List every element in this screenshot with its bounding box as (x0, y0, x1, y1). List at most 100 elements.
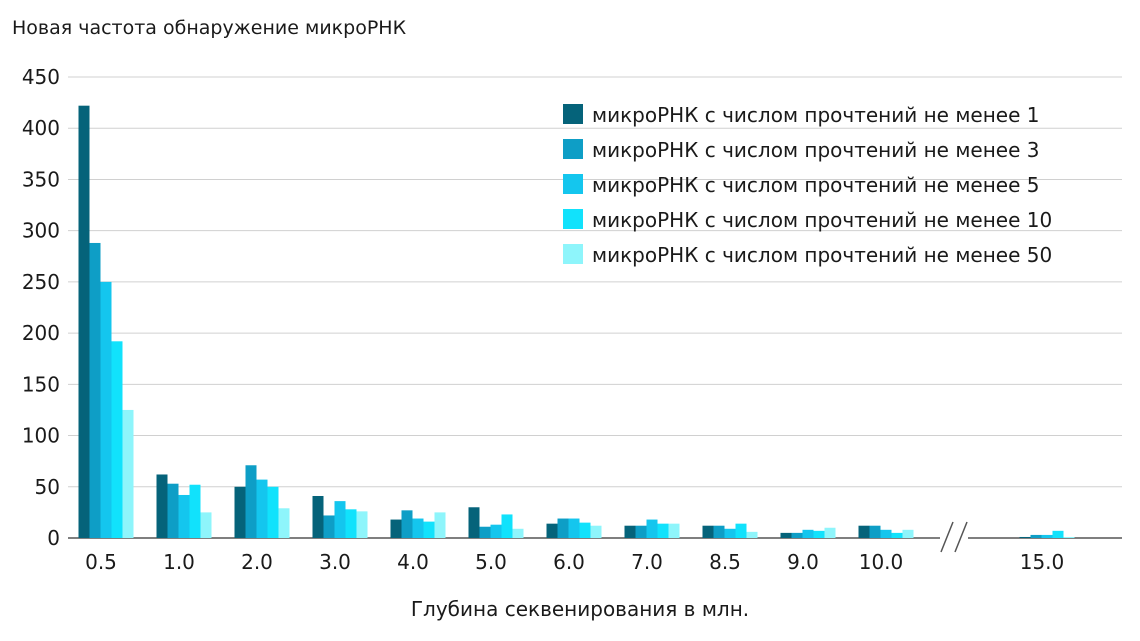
bar-1.0-series-5 (200, 512, 212, 538)
y-tick-label: 200 (22, 321, 60, 345)
bar-3.0-series-5 (356, 511, 368, 538)
bar-15.0-series-1 (1019, 536, 1031, 538)
x-tick-label: 10.0 (859, 550, 904, 574)
bar-10.0-series-1 (858, 525, 870, 538)
y-tick-label: 400 (22, 116, 60, 140)
axis-break-marker (940, 520, 968, 553)
y-tick-label: 450 (22, 65, 60, 89)
x-tick-label: 7.0 (631, 550, 663, 574)
bar-9.0-series-5 (824, 527, 836, 538)
chart-title: Новая частота обнаружение микроРНК (12, 17, 407, 39)
y-tick-label: 150 (22, 372, 60, 396)
y-tick-label: 350 (22, 167, 60, 191)
legend-entry: микроРНК с числом прочтений не менее 50 (592, 243, 1052, 267)
bar-3.0-series-3 (334, 501, 346, 538)
bar-6.0-series-4 (579, 522, 591, 538)
bar-15.0-series-5 (1063, 536, 1075, 538)
bar-4.0-series-3 (412, 518, 424, 538)
legend-entry: микроРНК с числом прочтений не менее 10 (592, 208, 1052, 232)
bar-4.0-series-1 (390, 519, 402, 538)
bar-5.0-series-4 (501, 514, 513, 538)
x-tick-label: 1.0 (163, 550, 195, 574)
bar-8.5-series-4 (735, 523, 747, 538)
bar-2.0-series-4 (267, 486, 279, 538)
bar-15.0-series-4 (1052, 530, 1064, 538)
bar-0.5-series-4 (111, 341, 123, 538)
x-axis-title: Глубина секвенирования в млн. (411, 597, 749, 621)
bar-2.0-series-1 (234, 486, 246, 538)
bar-3.0-series-1 (312, 495, 324, 538)
bar-8.5-series-1 (702, 525, 714, 538)
bar-10.0-series-5 (902, 529, 914, 538)
bar-2.0-series-5 (278, 508, 290, 538)
y-tick-label: 0 (47, 526, 60, 550)
bar-5.0-series-2 (479, 526, 491, 538)
bar-5.0-series-5 (512, 528, 524, 538)
bar-2.0-series-2 (245, 465, 257, 538)
bar-4.0-series-2 (401, 510, 413, 538)
legend-swatch (563, 209, 583, 229)
bar-0.5-series-5 (122, 409, 134, 538)
legend-swatch (563, 174, 583, 194)
axis-break-gap (940, 520, 968, 550)
x-tick-label: 4.0 (397, 550, 429, 574)
bar-1.0-series-2 (167, 483, 179, 538)
bar-5.0-series-1 (468, 507, 480, 538)
legend-entry: микроРНК с числом прочтений не менее 5 (592, 173, 1040, 197)
bar-15.0-series-3 (1041, 534, 1053, 538)
legend-swatch (563, 244, 583, 264)
y-tick-label: 300 (22, 219, 60, 243)
legend-entry: микроРНК с числом прочтений не менее 3 (592, 138, 1040, 162)
x-tick-label: 9.0 (787, 550, 819, 574)
bar-7.0-series-5 (668, 523, 680, 538)
bar-8.5-series-3 (724, 528, 736, 538)
legend-swatch (563, 104, 583, 124)
bar-6.0-series-5 (590, 525, 602, 538)
bar-9.0-series-1 (780, 532, 792, 538)
x-tick-label: 0.5 (85, 550, 117, 574)
bar-7.0-series-2 (635, 525, 647, 538)
bar-6.0-series-3 (568, 518, 580, 538)
bar-7.0-series-1 (624, 525, 636, 538)
bar-6.0-series-2 (557, 518, 569, 538)
bar-9.0-series-4 (813, 530, 825, 538)
bar-7.0-series-4 (657, 523, 669, 538)
bar-7.0-series-3 (646, 519, 658, 538)
axis-break-slash (940, 521, 954, 553)
axis-break-slash (954, 521, 968, 553)
bar-0.5-series-2 (89, 242, 101, 538)
bar-5.0-series-3 (490, 524, 502, 538)
bar-3.0-series-2 (323, 515, 335, 538)
bars (78, 105, 1075, 538)
bar-9.0-series-3 (802, 529, 814, 538)
y-tick-label: 250 (22, 270, 60, 294)
bar-6.0-series-1 (546, 523, 558, 538)
bar-3.0-series-4 (345, 509, 357, 538)
bar-1.0-series-4 (189, 484, 201, 538)
legend: микроРНК с числом прочтений не менее 1 ми… (563, 103, 1052, 267)
legend-swatch (563, 139, 583, 159)
bar-1.0-series-1 (156, 474, 168, 538)
x-tick-label: 3.0 (319, 550, 351, 574)
x-tick-label: 15.0 (1020, 550, 1065, 574)
bar-1.0-series-3 (178, 494, 190, 538)
bar-4.0-series-5 (434, 512, 446, 538)
bar-8.5-series-5 (746, 531, 758, 538)
bar-15.0-series-2 (1030, 534, 1042, 538)
bar-0.5-series-3 (100, 281, 112, 538)
bar-10.0-series-2 (869, 525, 881, 538)
x-tick-label: 6.0 (553, 550, 585, 574)
bar-10.0-series-4 (891, 532, 903, 538)
x-tick-label: 2.0 (241, 550, 273, 574)
bar-2.0-series-3 (256, 479, 268, 538)
x-axis-ticks: 0.5 1.0 2.0 3.0 4.0 5.0 6.0 7.0 8.5 9.0 10.0 15.0 (85, 550, 1064, 574)
y-tick-label: 50 (35, 475, 60, 499)
x-tick-label: 5.0 (475, 550, 507, 574)
bar-9.0-series-2 (791, 532, 803, 538)
x-tick-label: 8.5 (709, 550, 741, 574)
bar-0.5-series-1 (78, 105, 90, 538)
y-axis-ticks: 0 50 100 150 200 250 300 350 400 450 (22, 65, 60, 550)
bar-10.0-series-3 (880, 529, 892, 538)
bar-4.0-series-4 (423, 521, 435, 538)
